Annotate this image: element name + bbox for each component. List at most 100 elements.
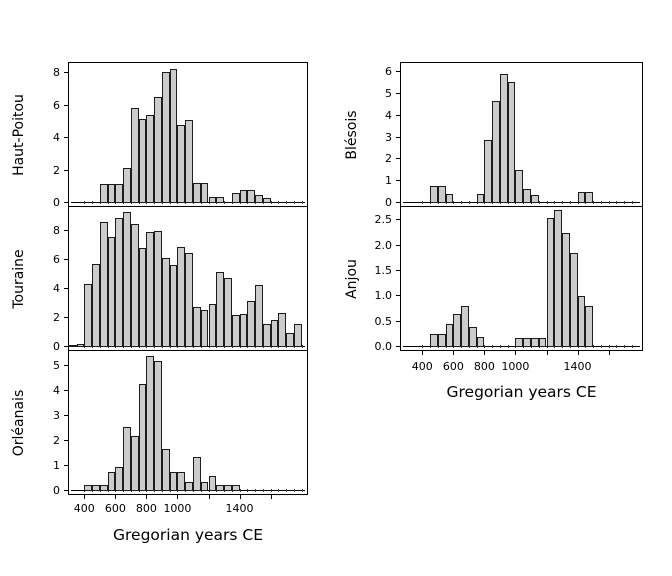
histogram-bar	[130, 107, 139, 203]
y-axis-tick	[396, 219, 400, 221]
y-axis-tick	[64, 415, 68, 416]
y-axis-tick-label: 2	[53, 434, 60, 447]
y-axis-tick	[396, 93, 400, 94]
bin-edge-mark	[224, 201, 226, 204]
bin-edge-mark	[278, 489, 280, 492]
y-axis-tick-label: 4	[53, 384, 60, 397]
histogram-bar	[247, 301, 256, 347]
histogram-bar	[99, 484, 108, 491]
histogram-bar	[554, 210, 562, 347]
histogram-bar	[192, 307, 201, 347]
bin-edge-mark	[600, 345, 602, 348]
bin-edge-mark	[608, 201, 610, 204]
bin-edge-mark	[499, 345, 501, 348]
bin-edge-mark	[562, 201, 564, 204]
panel-haut-poitou	[68, 62, 308, 207]
y-axis-tick-label: 0.0	[374, 340, 393, 353]
histogram-bar	[224, 484, 232, 491]
x-axis-tick-label: 1000	[501, 360, 530, 373]
histogram-bar	[239, 190, 248, 203]
y-axis-tick	[396, 180, 400, 182]
y-axis-tick-label: 0	[385, 196, 392, 209]
histogram-bar	[445, 194, 454, 203]
histogram-bar	[161, 448, 170, 491]
y-axis-tick	[64, 72, 68, 73]
bin-edge-mark	[422, 345, 424, 348]
bin-edge-mark	[255, 489, 257, 492]
bin-edge-mark	[468, 201, 470, 204]
bin-edge-mark	[593, 345, 595, 348]
histogram-bar	[499, 74, 508, 203]
histogram-bar	[239, 314, 248, 347]
y-axis-tick	[64, 202, 68, 203]
y-axis-tick	[396, 295, 400, 297]
histogram-bar	[523, 188, 531, 203]
bin-edge-mark	[286, 201, 288, 204]
x-axis-tick-label: 400	[411, 360, 433, 373]
histogram-bar	[468, 326, 477, 347]
x-axis-tick	[453, 351, 455, 355]
y-axis-tick	[396, 269, 400, 271]
bin-edge-mark	[616, 345, 618, 348]
y-axis-tick-label: 3	[385, 130, 392, 144]
histogram-bar	[138, 248, 147, 347]
y-axis-tick	[64, 365, 68, 366]
histogram-bar	[577, 192, 586, 203]
histogram-bar	[437, 185, 446, 203]
bin-edge-mark	[301, 489, 303, 492]
bin-edge-mark	[538, 201, 540, 204]
histogram-bar	[216, 271, 224, 347]
histogram-bar	[84, 283, 93, 347]
histogram-bar	[99, 184, 108, 203]
histogram-bar	[185, 120, 193, 203]
y-axis-tick-label: 1.5	[374, 263, 393, 277]
bin-edge-mark	[492, 345, 494, 348]
x-axis-tick-label: 1000	[163, 502, 192, 515]
y-axis-tick-label: 8	[53, 224, 60, 237]
histogram-bar	[530, 195, 539, 203]
y-axis-tick	[396, 136, 400, 138]
histogram-bar	[200, 310, 209, 347]
histogram-bar	[146, 231, 155, 347]
bin-edge-mark	[270, 201, 272, 204]
bin-edge-mark	[247, 489, 249, 492]
bin-edge-mark	[453, 201, 455, 204]
histogram-bar	[577, 296, 586, 347]
bin-edge-mark	[546, 201, 548, 204]
histogram-bar	[123, 427, 131, 491]
histogram-bar	[84, 484, 93, 491]
y-axis-tick-label: 2	[385, 152, 392, 166]
histogram-bar	[515, 170, 524, 203]
histogram-bar	[115, 217, 124, 347]
y-axis-tick-label: 1	[53, 459, 60, 472]
histogram-bar	[293, 323, 302, 347]
histogram-bar	[146, 356, 155, 491]
histogram-bar	[154, 96, 162, 203]
bin-edge-mark	[569, 201, 571, 204]
y-axis-tick	[64, 288, 68, 289]
bin-edge-mark	[507, 345, 509, 348]
x-axis-tick-label: 1400	[563, 360, 592, 373]
y-axis-tick-label: 0.5	[374, 314, 393, 328]
y-axis-tick	[64, 230, 68, 231]
histogram-bar	[161, 72, 170, 203]
histogram-bar	[445, 324, 454, 347]
histogram-bar	[430, 185, 438, 203]
x-axis-tick-label: 800	[473, 360, 495, 373]
panel-y-label: Anjou	[344, 258, 360, 299]
histogram-bar	[192, 182, 201, 203]
y-axis-tick	[396, 346, 400, 347]
bin-edge-mark	[278, 201, 280, 204]
histogram-bar	[255, 285, 263, 347]
histogram-bar	[585, 192, 594, 203]
histogram-bar	[585, 306, 594, 347]
histogram-bar	[216, 196, 224, 203]
bin-edge-mark	[84, 201, 86, 204]
x-axis-tick-label: 600	[442, 360, 464, 373]
histogram-bar	[484, 139, 493, 203]
histogram-bar	[208, 303, 217, 347]
histogram-bar	[92, 264, 100, 347]
y-axis-tick	[396, 114, 400, 116]
y-axis-tick-label: 3	[53, 409, 60, 422]
